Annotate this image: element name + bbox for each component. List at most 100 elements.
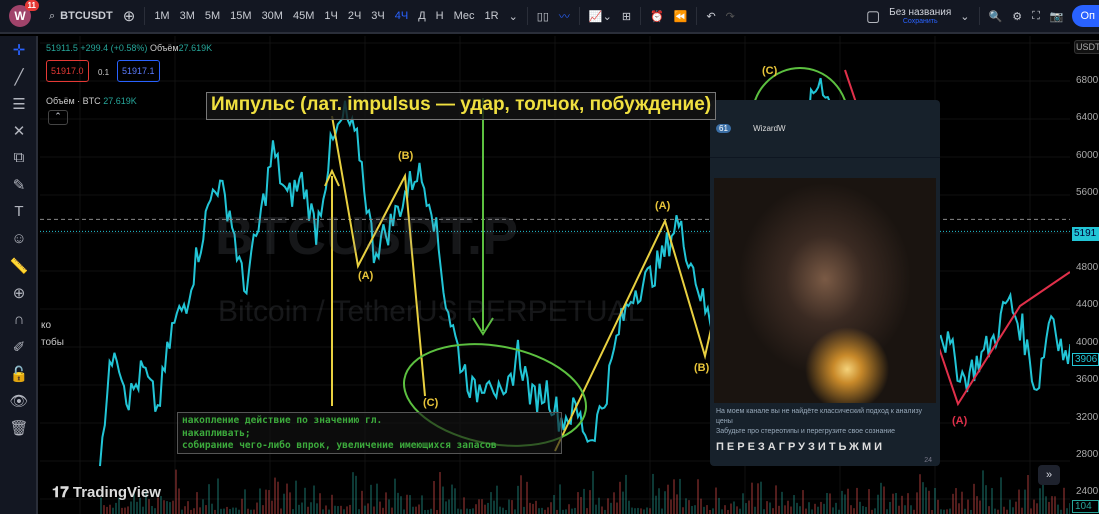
- interval-1[interactable]: 3М: [179, 10, 195, 22]
- publish-button[interactable]: Оп: [1072, 5, 1099, 27]
- volume-bar: [787, 500, 789, 514]
- volume-bar: [991, 488, 993, 514]
- volume-bar: [544, 509, 546, 514]
- sell-button[interactable]: 51917.0: [46, 60, 89, 82]
- interval-10[interactable]: Д: [418, 10, 426, 22]
- interval-6[interactable]: 1Ч: [324, 10, 338, 22]
- fib-icon[interactable]: ☰: [12, 95, 26, 113]
- impulse-definition-label[interactable]: Импульс (лат. impulsus — удар, толчок, п…: [206, 92, 716, 120]
- alert-icon[interactable]: ⏰: [650, 10, 664, 23]
- candles-icon[interactable]: ▯▯: [536, 10, 549, 23]
- interval-0[interactable]: 1М: [154, 10, 170, 22]
- accumulation-note[interactable]: накопление действие по значению гл. накап…: [177, 412, 562, 454]
- interval-5[interactable]: 45М: [292, 10, 315, 22]
- fullscreen-icon[interactable]: ⛶: [1032, 9, 1040, 22]
- ruler-icon[interactable]: 📏: [9, 257, 29, 275]
- volume-bar: [295, 480, 297, 514]
- volume-bar: [313, 485, 315, 514]
- wave-label: (C): [762, 65, 778, 77]
- volume-bar: [655, 495, 657, 514]
- undo-icon[interactable]: ↶: [706, 10, 716, 23]
- wave-label: (B): [398, 150, 414, 162]
- chevron-down-icon[interactable]: ⌄: [508, 10, 518, 23]
- trash-icon[interactable]: 🗑: [9, 419, 29, 437]
- projection-icon[interactable]: ⧉: [13, 149, 25, 166]
- add-symbol-icon[interactable]: ⊕: [122, 8, 136, 25]
- interval-13[interactable]: 1R: [484, 10, 499, 22]
- chevron-down-icon[interactable]: ⌄: [960, 10, 970, 23]
- volume-bar: [817, 506, 819, 514]
- eye-icon[interactable]: 👁: [9, 392, 29, 410]
- side-text: ко: [41, 320, 52, 331]
- brush-icon[interactable]: ✎: [12, 176, 26, 194]
- pattern-icon[interactable]: ✕: [12, 122, 26, 140]
- magnet-icon[interactable]: ∩: [13, 311, 25, 328]
- volume-bar: [838, 509, 840, 514]
- volume-bar: [658, 488, 660, 514]
- interval-12[interactable]: Мес: [453, 10, 475, 22]
- tradingview-logo[interactable]: 𝟏𝟕 TradingView: [52, 484, 161, 501]
- volume-bar: [349, 504, 351, 514]
- scroll-right-button[interactable]: »: [1038, 465, 1060, 485]
- volume-bar: [649, 508, 651, 514]
- indicators-icon[interactable]: 📈⌄: [588, 10, 612, 23]
- templates-icon[interactable]: ⊞: [621, 10, 632, 23]
- volume-bar: [133, 490, 135, 514]
- volume-bar: [445, 501, 447, 514]
- axis-label: 4400: [1076, 299, 1099, 311]
- zoom-in-icon[interactable]: ⊕: [12, 284, 26, 302]
- volume-bar: [256, 502, 258, 514]
- volume-bar: [556, 509, 558, 514]
- volume-bar: [679, 478, 681, 514]
- symbol-search[interactable]: BTCUSDT: [60, 10, 113, 22]
- volume-bar: [1045, 496, 1047, 514]
- volume-bar: [100, 497, 102, 514]
- interval-9[interactable]: 4Ч: [394, 10, 409, 22]
- volume-bar: [124, 507, 126, 514]
- volume-bar: [409, 495, 411, 514]
- text-icon[interactable]: T: [14, 203, 24, 220]
- interval-11[interactable]: Н: [435, 10, 444, 22]
- buy-button[interactable]: 51917.1: [117, 60, 160, 82]
- settings-icon[interactable]: ⚙: [1012, 10, 1023, 23]
- volume-bar: [781, 491, 783, 514]
- volume-bar: [565, 509, 567, 514]
- volume-bar: [379, 501, 381, 514]
- emoji-icon[interactable]: ☺: [11, 230, 27, 247]
- quick-search-icon[interactable]: 🔍: [988, 10, 1003, 23]
- search-icon[interactable]: ⌕: [49, 9, 56, 22]
- interval-7[interactable]: 2Ч: [347, 10, 362, 22]
- volume-bar: [583, 488, 585, 514]
- camera-icon[interactable]: 📷: [1049, 10, 1064, 23]
- volume-bar: [745, 503, 747, 514]
- volume-bar: [730, 503, 732, 514]
- interval-4[interactable]: 30М: [261, 10, 283, 22]
- volume-bar: [775, 485, 777, 514]
- replay-icon[interactable]: ⏪: [673, 10, 688, 23]
- lock-icon[interactable]: 🔓: [9, 365, 29, 383]
- drawing-toolbar: ✛ ╱ ☰ ✕ ⧉ ✎ T ☺ 📏 ⊕ ∩ ✐ 🔓 👁 🗑: [0, 36, 38, 514]
- trendline-icon[interactable]: ╱: [14, 68, 24, 86]
- currency-selector[interactable]: USDT: [1074, 40, 1099, 54]
- interval-2[interactable]: 5М: [204, 10, 221, 22]
- redo-icon[interactable]: ↷: [725, 10, 735, 23]
- volume-bar: [223, 508, 225, 514]
- volume-bar: [1039, 488, 1041, 514]
- interval-3[interactable]: 15М: [230, 10, 252, 22]
- volume-bar: [328, 509, 330, 514]
- crosshair-icon[interactable]: ✛: [12, 41, 26, 59]
- lock-drawing-icon[interactable]: ✐: [12, 338, 26, 356]
- price-axis[interactable]: USDT 6800 6400 6000 5600 4800 4400 4000 3600 320…: [1072, 36, 1099, 514]
- volume-bar: [748, 500, 750, 514]
- volume-bar: [559, 484, 561, 514]
- volume-bar: [283, 493, 285, 514]
- layout-icon[interactable]: ▢: [865, 8, 881, 25]
- layout-name-button[interactable]: Без названия Сохранить: [889, 7, 952, 25]
- volume-bar: [721, 509, 723, 514]
- collapse-legend-button[interactable]: ⌃: [48, 110, 68, 125]
- user-avatar[interactable]: W 11: [9, 0, 39, 27]
- volume-bar: [868, 489, 870, 514]
- line-chart-icon[interactable]: 〰: [558, 11, 570, 23]
- volume-bar: [598, 497, 600, 514]
- interval-8[interactable]: 3Ч: [371, 10, 385, 22]
